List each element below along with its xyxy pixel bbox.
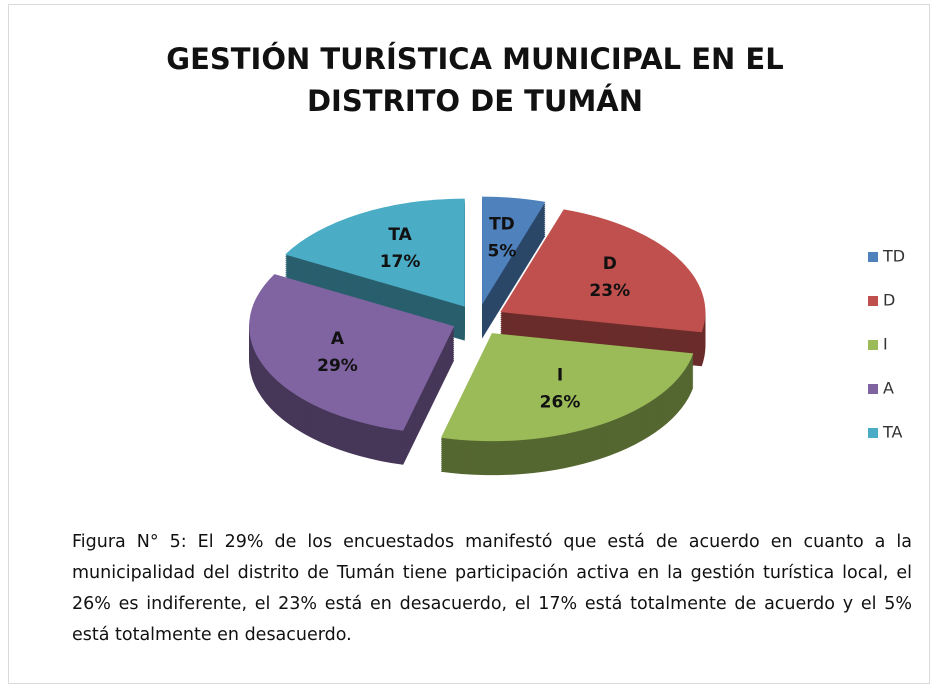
legend-label: TD bbox=[882, 247, 905, 266]
legend-swatch bbox=[868, 384, 878, 394]
data-label-category: TA bbox=[388, 225, 412, 245]
legend-label: I bbox=[883, 335, 888, 354]
data-label-value: 26% bbox=[540, 393, 581, 413]
data-label-value: 29% bbox=[317, 356, 358, 376]
data-label-value: 17% bbox=[380, 252, 421, 272]
legend-swatch bbox=[868, 296, 878, 306]
chart-title: GESTIÓN TURÍSTICA MUNICIPAL EN EL DISTRI… bbox=[166, 42, 784, 118]
slice bbox=[440, 333, 694, 442]
legend-swatch bbox=[868, 340, 878, 350]
data-label-value: 23% bbox=[589, 281, 630, 301]
data-label-category: D bbox=[603, 254, 617, 274]
legend-swatch bbox=[868, 252, 878, 262]
caption: Figura N° 5: El 29% de los encuestados m… bbox=[72, 532, 912, 645]
legend-label: TA bbox=[882, 423, 903, 442]
legend-label: D bbox=[883, 291, 895, 310]
slice bbox=[500, 209, 706, 333]
slice bbox=[285, 198, 465, 307]
data-label-category: TD bbox=[489, 214, 515, 234]
slice bbox=[482, 196, 546, 305]
data-label-category: A bbox=[331, 329, 345, 349]
data-label-value: 5% bbox=[488, 241, 517, 261]
legend-swatch bbox=[868, 428, 878, 438]
legend-label: A bbox=[883, 379, 894, 398]
figure-frame bbox=[8, 4, 930, 684]
data-label-category: I bbox=[557, 366, 563, 386]
slice bbox=[249, 274, 455, 431]
